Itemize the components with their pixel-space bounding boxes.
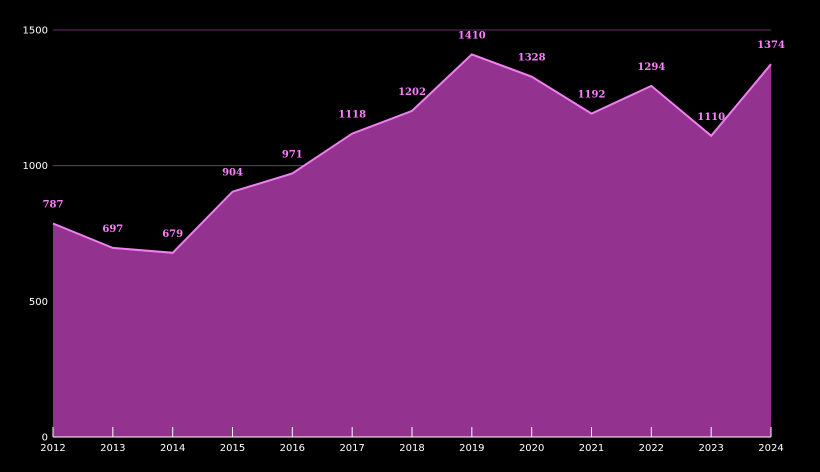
data-label: 1110	[697, 112, 725, 123]
y-tick-label: 0	[42, 433, 48, 444]
area-fill	[53, 54, 771, 438]
x-tick-label: 2013	[100, 443, 125, 454]
data-label: 1328	[518, 53, 546, 64]
x-tick-label: 2012	[40, 443, 65, 454]
x-tick-label: 2015	[220, 443, 245, 454]
data-label: 679	[162, 229, 183, 240]
data-label: 787	[43, 199, 64, 210]
data-label: 904	[222, 168, 243, 179]
x-tick-label: 2023	[698, 443, 723, 454]
series-line	[52, 53, 772, 254]
x-tick-label: 2020	[519, 443, 544, 454]
y-tick-label: 1000	[23, 161, 48, 172]
x-tick-label: 2022	[639, 443, 664, 454]
x-tick-label: 2017	[339, 443, 364, 454]
data-label: 1410	[458, 30, 486, 41]
data-label: 1192	[578, 90, 606, 101]
x-tick-label: 2016	[280, 443, 305, 454]
x-tick-label: 2021	[579, 443, 604, 454]
data-label: 1374	[757, 40, 785, 51]
data-label: 1202	[398, 87, 426, 98]
x-tick-label: 2019	[459, 443, 484, 454]
data-label: 1294	[637, 62, 665, 73]
y-tick-label: 500	[29, 297, 48, 308]
x-tick-label: 2014	[160, 443, 185, 454]
x-tick-label: 2018	[399, 443, 424, 454]
data-label: 697	[102, 224, 123, 235]
x-axis: 2012 2013 2014 2015 2016 2017 2018 2019 2020 2021…	[40, 427, 784, 454]
data-label: 1118	[338, 110, 366, 121]
data-labels: 787 697 679 904 971 1118 1202 1410 1328 1192 1294 1…	[43, 30, 785, 239]
x-tick-label: 2024	[758, 443, 783, 454]
y-tick-label: 1500	[23, 26, 48, 37]
data-label: 971	[282, 150, 303, 161]
y-axis: 0 500 1000 1500	[23, 26, 48, 444]
